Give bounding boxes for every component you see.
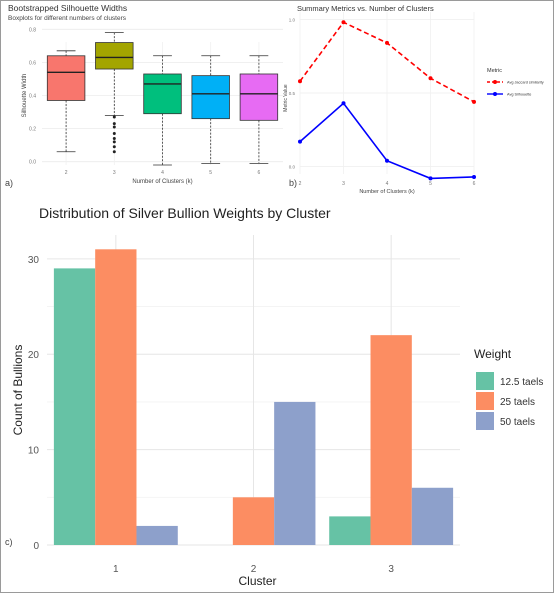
bar-chart-title: Distribution of Silver Bullion Weights b…	[39, 205, 331, 221]
box-xtick-label: 4	[161, 170, 164, 176]
bar-cluster1-12-5-taels	[53, 268, 96, 545]
box-k6	[239, 73, 279, 121]
line-point	[428, 76, 433, 81]
bar-legend-swatch	[476, 372, 494, 390]
line-legend-key-point	[493, 80, 497, 84]
box-ytick-label: 0.4	[29, 94, 36, 100]
line-legend-label: Avg Jaccard similarity	[507, 81, 544, 85]
box-xtick-label: 2	[65, 170, 68, 176]
bar-cluster3-12-5-taels	[329, 516, 371, 545]
line-legend-label: Avg Silhouette	[507, 93, 531, 97]
box-k3	[95, 42, 134, 70]
box-xtick-label: 3	[113, 170, 116, 176]
bar-legend-label: 12.5 taels	[500, 377, 543, 388]
bar-ytick-label: 0	[33, 541, 39, 552]
bar-ytick-label: 10	[28, 446, 40, 457]
panel-label-c: c)	[5, 537, 13, 547]
box-ytick-label: 0.2	[29, 127, 36, 133]
line-point	[385, 40, 389, 45]
bar-legend-swatch	[476, 412, 494, 430]
box-k4	[143, 73, 182, 115]
bar-legend-label: 25 taels	[500, 397, 535, 408]
line-point	[298, 79, 302, 84]
line-legend-key-point	[493, 92, 497, 96]
box-xtick-label: 5	[209, 170, 212, 176]
box-outlier	[112, 125, 116, 129]
bar-xtick-label: 3	[388, 564, 394, 575]
bar-xtick-label: 2	[251, 564, 257, 575]
line-ytick-label: 0.5	[289, 91, 296, 96]
bar-xtick-label: 1	[113, 564, 119, 575]
box-chart-subtitle: Boxplots for different numbers of cluste…	[8, 15, 127, 22]
bar-cluster3-25-taels	[370, 335, 412, 545]
bar-cluster2-50-taels	[274, 401, 316, 545]
box-outlier	[112, 145, 116, 149]
panel-label-b: b)	[289, 178, 297, 188]
box-outlier	[112, 140, 116, 144]
bar-cluster3-50-taels	[411, 487, 454, 545]
bar-cluster1-50-taels	[136, 525, 178, 545]
box-xtick-label: 6	[258, 170, 261, 176]
line-point	[341, 20, 346, 25]
line-xaxis-title: Number of Clusters (k)	[359, 189, 414, 195]
line-point	[341, 101, 346, 106]
box-k2	[46, 55, 86, 101]
box-k5	[191, 75, 230, 120]
line-legend-title: Metric	[487, 68, 502, 74]
line-point	[472, 174, 476, 179]
bar-legend-label: 50 taels	[500, 417, 535, 428]
line-xtick-label: 2	[299, 181, 302, 187]
bar-yaxis-title: Count of Bullions	[11, 345, 25, 436]
line-ytick-label: 1.0	[289, 17, 296, 22]
box-ytick-label: 0.0	[29, 160, 36, 166]
line-chart-title: Summary Metrics vs. Number of Clusters	[297, 4, 434, 13]
line-xtick-label: 6	[473, 181, 476, 187]
line-xtick-label: 5	[429, 181, 432, 187]
bar-legend-title: Weight	[474, 347, 512, 361]
bar-xaxis-title: Cluster	[238, 574, 276, 588]
line-xtick-label: 4	[386, 181, 389, 187]
box-outlier	[112, 150, 116, 154]
box-yaxis-title: Silhouette Width	[22, 74, 28, 118]
box-ytick-label: 0.8	[29, 27, 36, 33]
line-yaxis-title: Metric Value	[283, 84, 289, 112]
bar-ytick-label: 30	[28, 255, 40, 266]
box-outlier	[112, 122, 116, 126]
bar-ytick-label: 20	[28, 350, 40, 361]
line-ytick-label: 0.0	[289, 165, 296, 170]
line-point	[472, 99, 476, 104]
bar-cluster1-25-taels	[95, 249, 137, 546]
box-ytick-label: 0.6	[29, 60, 36, 66]
box-chart-title: Bootstrapped Silhouette Widths	[8, 3, 127, 13]
line-xtick-label: 3	[342, 181, 345, 187]
box-outlier	[112, 115, 116, 119]
box-outlier	[112, 137, 116, 141]
box-xaxis-title: Number of Clusters (k)	[132, 179, 192, 185]
bar-legend-swatch	[476, 392, 494, 410]
line-point	[385, 158, 389, 163]
panel-label-a: a)	[5, 178, 13, 188]
bar-cluster2-25-taels	[232, 497, 275, 545]
line-point	[428, 176, 433, 181]
line-point	[298, 139, 302, 144]
box-outlier	[112, 132, 116, 136]
